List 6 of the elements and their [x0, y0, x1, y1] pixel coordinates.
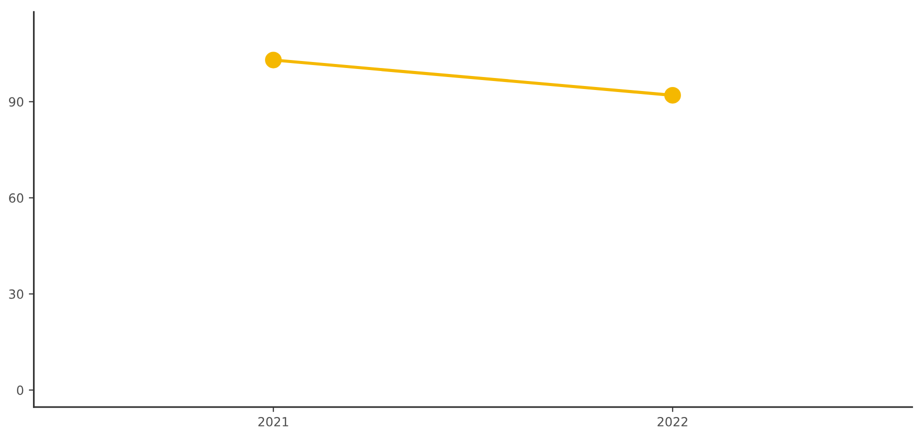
x-tick-label: 2021 — [258, 416, 288, 426]
y-tick-label: 60 — [9, 193, 24, 203]
y-tick-label: 0 — [16, 386, 24, 395]
y-tick-label: 30 — [9, 289, 24, 299]
x-tick-label: 2022 — [658, 416, 688, 426]
y-tick-label: 90 — [8, 97, 24, 107]
